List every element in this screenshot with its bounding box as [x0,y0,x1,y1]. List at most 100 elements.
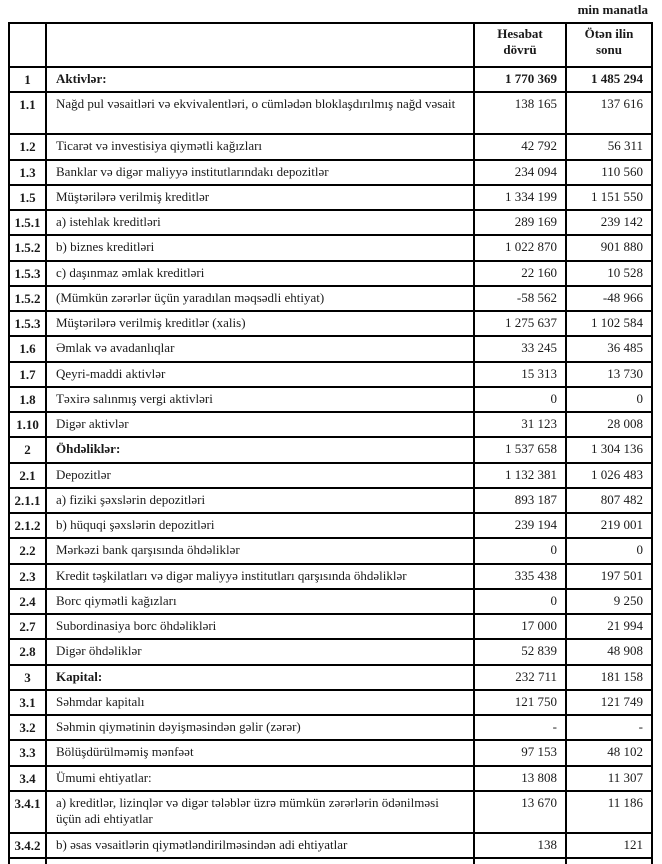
row-value-previous: 181 158 [565,663,653,691]
row-number: 3.4.3 [8,856,47,864]
row-number: 1.5 [8,183,47,212]
row-value-previous: 1 304 136 [565,436,653,464]
row-number: 2.7 [8,612,47,641]
row-value-previous: 219 001 [565,511,653,540]
row-number: 3 [8,663,47,691]
row-value-current: 335 438 [473,562,567,590]
row-value-previous: 110 560 [565,158,653,186]
row-value-previous: 48 102 [565,739,653,767]
row-value-previous: - [565,713,653,742]
row-value-previous: 11 186 [565,789,653,834]
row-number: 1.5.2 [8,234,47,262]
row-value-current: 52 839 [473,638,567,666]
row-value-previous: 10 528 [565,259,653,287]
table-row: 3.3 Bölüşdürülməmiş mənfəət 97 153 48 10… [8,739,653,767]
table-row: 3 Kapital: 232 711 181 158 [8,663,653,691]
table-row: 2.1.2 b) hüquqi şəxslərin depozitləri 23… [8,511,653,540]
row-number: 1.5.3 [8,309,47,338]
row-label: a) fiziki şəxslərin depozitləri [45,486,475,515]
row-value-previous: 9 250 [565,587,653,616]
table-row: 1.1 Nağd pul vəsaitləri və ekvivalentlər… [8,91,653,136]
row-value-previous: 239 142 [565,208,653,237]
row-value-current: 0 [473,587,567,616]
row-number: 2.1.1 [8,486,47,515]
header-row: Hesabat dövrü Ötən ilin sonu [8,22,653,68]
table-row: 1.5.2 (Mümkün zərərlər üçün yaradılan mə… [8,284,653,313]
row-value-current: 1 132 381 [473,461,567,489]
row-value-previous: 28 008 [565,410,653,439]
row-value-previous: 901 880 [565,234,653,262]
row-number: 2.8 [8,638,47,666]
row-value-previous: 0 [565,385,653,414]
row-value-previous: 1 102 584 [565,309,653,338]
balance-sheet-table: Hesabat dövrü Ötən ilin sonu 1 Aktivlər:… [8,22,653,864]
row-label: c) daşınmaz əmlak kreditləri [45,259,475,287]
row-value-previous: 36 485 [565,335,653,363]
header-cell-current-period: Hesabat dövrü [473,22,567,68]
row-value-previous: - [565,856,653,864]
row-label: Öhdəliklər: [45,436,475,464]
row-label: Depozitlər [45,461,475,489]
row-value-current: 42 792 [473,133,567,161]
row-number: 2.1.2 [8,511,47,540]
row-value-previous: 1 485 294 [565,65,653,94]
row-label: Səhmdar kapitalı [45,688,475,717]
row-label: (Mümkün zərərlər üçün yaradılan məqsədli… [45,284,475,313]
table-row: 1.3 Banklar və digər maliyyə institutlar… [8,158,653,186]
row-value-previous: 0 [565,537,653,565]
row-number: 2.2 [8,537,47,565]
row-label: Təxirə salınmış vergi aktivləri [45,385,475,414]
row-number: 2.3 [8,562,47,590]
row-label: Ümumi ehtiyatlar: [45,764,475,792]
row-value-current: 22 160 [473,259,567,287]
row-label: Nağd pul vəsaitləri və ekvivalentləri, o… [45,91,475,136]
table-body: 1 Aktivlər: 1 770 369 1 485 294 1.1 Nağd… [8,65,653,864]
table-row: 3.4.3 c) digər ümumi ehtiyatlar - - [8,856,653,864]
table-header: Hesabat dövrü Ötən ilin sonu [8,22,653,68]
row-label: Banklar və digər maliyyə institutlarında… [45,158,475,186]
row-label: Ticarət və investisiya qiymətli kağızlar… [45,133,475,161]
row-number: 2.1 [8,461,47,489]
table-row: 3.4 Ümumi ehtiyatlar: 13 808 11 307 [8,764,653,792]
table-row: 3.4.1 a) kreditlər, lizinqlər və digər t… [8,789,653,834]
table-row: 3.2 Səhmin qiymətinin dəyişməsindən gəli… [8,713,653,742]
table-row: 2.4 Borc qiymətli kağızları 0 9 250 [8,587,653,616]
row-value-current: 289 169 [473,208,567,237]
row-value-current: 15 313 [473,360,567,388]
row-number: 1.5.3 [8,259,47,287]
row-value-previous: 11 307 [565,764,653,792]
row-value-current: 1 022 870 [473,234,567,262]
row-value-current: 97 153 [473,739,567,767]
table-row: 1.8 Təxirə salınmış vergi aktivləri 0 0 [8,385,653,414]
row-number: 1 [8,65,47,94]
row-label: Müştərilərə verilmiş kreditlər (xalis) [45,309,475,338]
row-value-current: 33 245 [473,335,567,363]
table-row: 1.2 Ticarət və investisiya qiymətli kağı… [8,133,653,161]
row-number: 3.4.1 [8,789,47,834]
table-row: 1.7 Qeyri-maddi aktivlər 15 313 13 730 [8,360,653,388]
row-value-current: 0 [473,385,567,414]
row-number: 1.5.1 [8,208,47,237]
table-row: 3.1 Səhmdar kapitalı 121 750 121 749 [8,688,653,717]
table-row: 1.5.3 c) daşınmaz əmlak kreditləri 22 16… [8,259,653,287]
row-value-previous: 121 749 [565,688,653,717]
row-label: Subordinasiya borc öhdəlikləri [45,612,475,641]
row-label: Mərkəzi bank qarşısında öhdəliklər [45,537,475,565]
row-number: 1.2 [8,133,47,161]
row-label: a) istehlak kreditləri [45,208,475,237]
row-value-current: - [473,856,567,864]
table-row: 2.2 Mərkəzi bank qarşısında öhdəliklər 0… [8,537,653,565]
row-label: Kapital: [45,663,475,691]
row-value-current: 234 094 [473,158,567,186]
row-number: 3.1 [8,688,47,717]
row-value-current: -58 562 [473,284,567,313]
row-value-current: 17 000 [473,612,567,641]
row-number: 1.7 [8,360,47,388]
table-row: 1.10 Digər aktivlər 31 123 28 008 [8,410,653,439]
row-number: 1.3 [8,158,47,186]
table-row: 2.1 Depozitlər 1 132 381 1 026 483 [8,461,653,489]
row-number: 1.1 [8,91,47,136]
row-label: Qeyri-maddi aktivlər [45,360,475,388]
row-value-current: 1 275 637 [473,309,567,338]
table-row: 2.7 Subordinasiya borc öhdəlikləri 17 00… [8,612,653,641]
